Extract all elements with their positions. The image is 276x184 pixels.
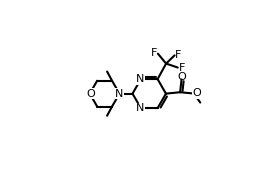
Text: N: N — [136, 103, 144, 113]
Text: N: N — [115, 89, 123, 99]
Text: O: O — [86, 89, 95, 99]
Text: O: O — [192, 88, 201, 98]
Text: F: F — [178, 63, 185, 72]
Text: O: O — [177, 72, 186, 82]
Text: F: F — [150, 48, 157, 58]
Text: F: F — [175, 50, 182, 60]
Text: N: N — [136, 74, 144, 84]
